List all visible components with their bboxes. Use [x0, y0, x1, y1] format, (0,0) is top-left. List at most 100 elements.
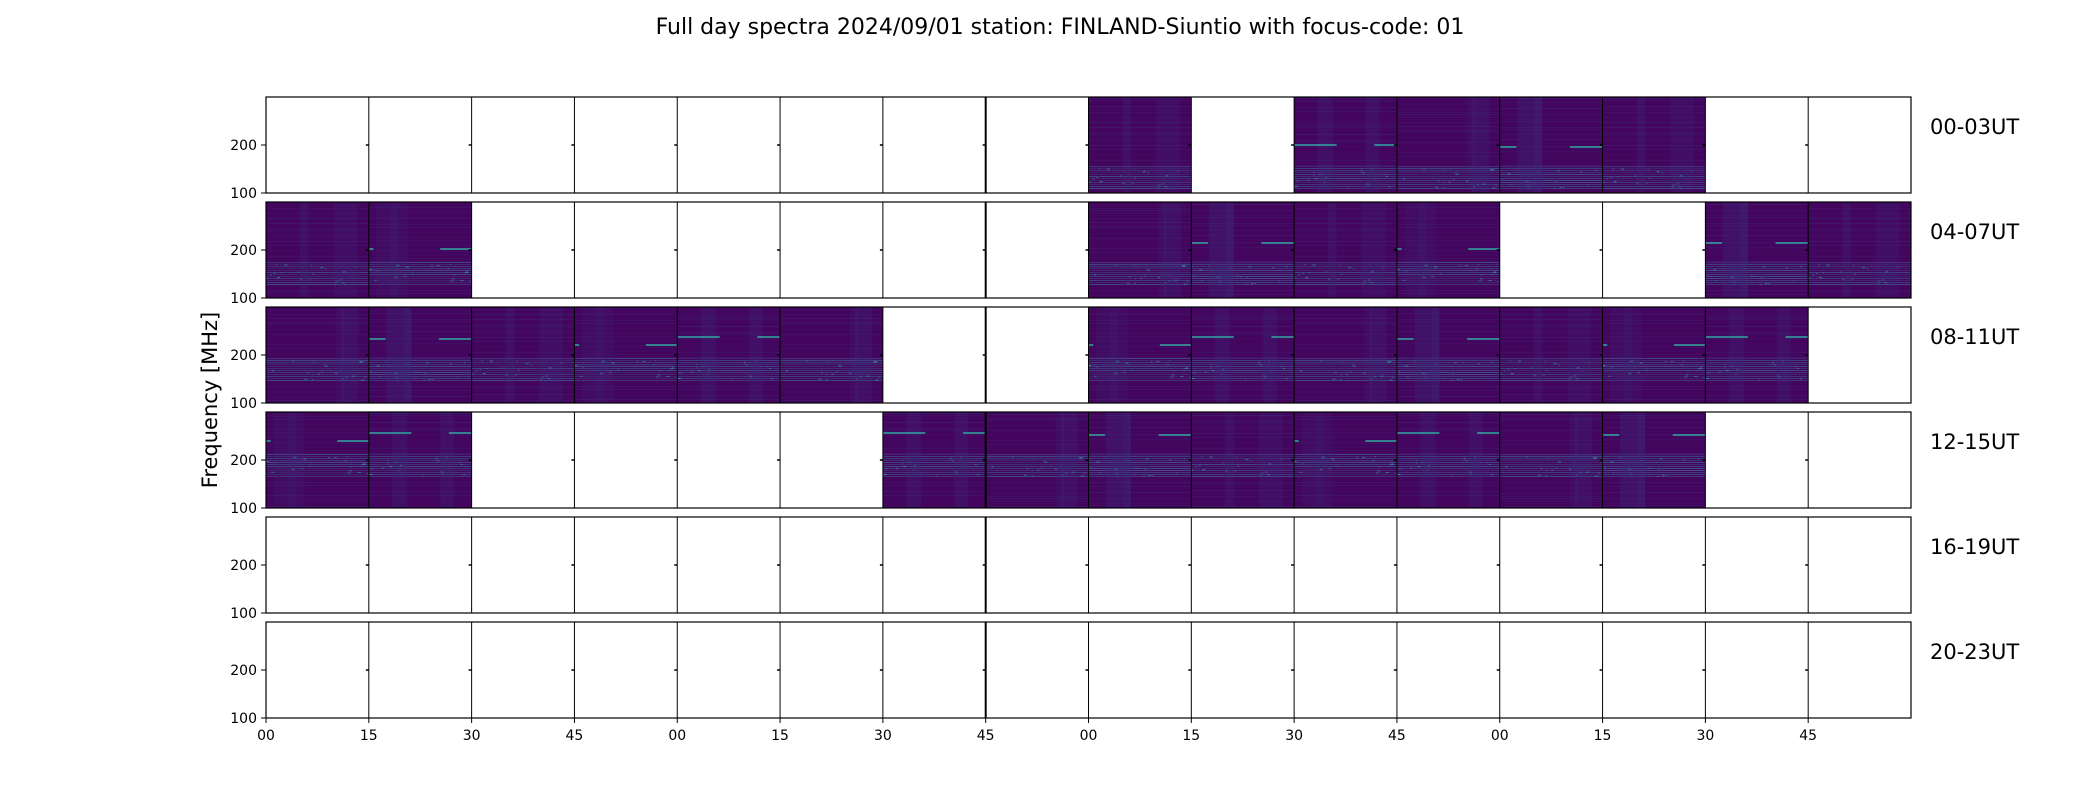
- empty-cell: [677, 517, 781, 613]
- spectrum-cell: [882, 412, 986, 508]
- empty-cell: [780, 622, 883, 718]
- x-tick-label: 00: [1080, 728, 1098, 744]
- empty-cell: [1808, 622, 1911, 718]
- spectrum-cell: [1191, 202, 1295, 298]
- panels: 10020000-03UT10020004-07UT10020008-11UT1…: [230, 96, 2019, 727]
- x-tick-label: 15: [360, 728, 378, 744]
- panel-row: 100 200 16-19UT: [230, 516, 2019, 622]
- empty-cell: [574, 622, 678, 718]
- y-tick-label: 100: [230, 186, 257, 202]
- y-tick-label: 200: [230, 558, 257, 574]
- empty-cell: [1294, 517, 1397, 613]
- row-label: 04-07UT: [1930, 220, 2019, 244]
- y-tick-label: 200: [230, 348, 257, 364]
- spectrum-cell: [1396, 97, 1500, 193]
- panel-row: 100 200 04-07UT: [230, 201, 2019, 307]
- x-tick-label: 45: [1799, 728, 1817, 744]
- x-tick-label: 15: [771, 728, 789, 744]
- spectrum-cell: [1088, 307, 1192, 403]
- spectrum-cell: [1396, 202, 1500, 298]
- empty-cell: [1705, 622, 1809, 718]
- spectrum-cell: [471, 307, 575, 403]
- y-tick-label: 100: [230, 291, 257, 307]
- spectrum-cell: [1602, 97, 1706, 193]
- y-tick-label: 200: [230, 663, 257, 679]
- empty-cell: [574, 202, 678, 298]
- empty-cell: [780, 97, 883, 193]
- empty-cell: [985, 307, 1089, 403]
- spectrum-cell: [1499, 307, 1603, 403]
- empty-cell: [677, 97, 781, 193]
- empty-cell: [882, 307, 986, 403]
- empty-cell: [368, 97, 472, 193]
- empty-cell: [882, 202, 986, 298]
- empty-cell: [574, 412, 678, 508]
- spectrum-cell: [1191, 412, 1295, 508]
- x-tick-label: 00: [257, 728, 275, 744]
- panel-row: 100 200 20-23UT: [230, 621, 2019, 727]
- spectrum-cell: [1294, 202, 1397, 298]
- panel-row: 100 200 00-03UT: [230, 96, 2019, 202]
- row-label: 08-11UT: [1930, 325, 2019, 349]
- spectrum-cell: [780, 307, 883, 403]
- spectrum-cell: [1294, 97, 1397, 193]
- empty-cell: [1808, 97, 1911, 193]
- empty-cell: [1088, 622, 1192, 718]
- spectrum-cell: [1602, 307, 1706, 403]
- spectrum-cell: [368, 202, 472, 298]
- empty-cell: [471, 202, 575, 298]
- spectrum-cell: [1705, 307, 1809, 403]
- y-tick-label: 100: [230, 501, 257, 517]
- spectrum-cell: [1499, 97, 1603, 193]
- spectrum-cell: [574, 307, 678, 403]
- empty-cell: [882, 97, 986, 193]
- spectrum-cell: [985, 412, 1089, 508]
- spectrum-cell: [1191, 307, 1295, 403]
- empty-cell: [780, 412, 883, 508]
- empty-cell: [471, 412, 575, 508]
- spectrum-cell: [1088, 412, 1192, 508]
- x-tick-label: 30: [1285, 728, 1303, 744]
- empty-cell: [1602, 622, 1706, 718]
- empty-cell: [1602, 202, 1706, 298]
- empty-cell: [1808, 517, 1911, 613]
- empty-cell: [574, 517, 678, 613]
- empty-cell: [677, 412, 781, 508]
- empty-cell: [882, 622, 986, 718]
- empty-cell: [1396, 622, 1500, 718]
- empty-cell: [882, 517, 986, 613]
- panel-row: 100 200 08-11UT: [230, 306, 2019, 412]
- y-tick-label: 200: [230, 453, 257, 469]
- empty-cell: [1705, 97, 1809, 193]
- empty-cell: [1191, 622, 1295, 718]
- spectrum-cell: [266, 202, 369, 298]
- y-tick-label: 100: [230, 606, 257, 622]
- spectrum-cell: [1294, 412, 1397, 508]
- y-tick-label: 100: [230, 711, 257, 727]
- x-tick-label: 30: [463, 728, 481, 744]
- empty-cell: [1705, 517, 1809, 613]
- empty-cell: [1808, 412, 1911, 508]
- row-label: 00-03UT: [1930, 115, 2019, 139]
- empty-cell: [985, 622, 1089, 718]
- spectrum-cell: [368, 412, 472, 508]
- empty-cell: [1396, 517, 1500, 613]
- spectrum-cell: [1088, 202, 1192, 298]
- empty-cell: [1499, 202, 1603, 298]
- empty-cell: [1294, 622, 1397, 718]
- empty-cell: [780, 517, 883, 613]
- spectrum-cell: [1294, 307, 1397, 403]
- chart-title: Full day spectra 2024/09/01 station: FIN…: [656, 15, 1465, 40]
- empty-cell: [471, 97, 575, 193]
- row-label: 12-15UT: [1930, 430, 2019, 454]
- empty-cell: [266, 622, 369, 718]
- spectrum-cell: [1088, 97, 1192, 193]
- empty-cell: [677, 202, 781, 298]
- empty-cell: [780, 202, 883, 298]
- empty-cell: [574, 97, 678, 193]
- spectrum-cell: [1602, 412, 1706, 508]
- spectrum-cell: [1396, 412, 1500, 508]
- spectrum-cell: [1705, 202, 1809, 298]
- spectrum-cell: [1396, 307, 1500, 403]
- x-tick-label: 15: [1182, 728, 1200, 744]
